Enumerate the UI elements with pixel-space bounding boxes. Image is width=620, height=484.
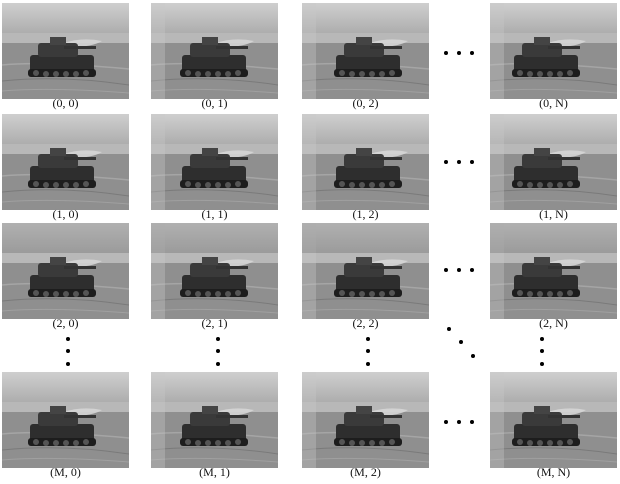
patch-index-label: (1, 1) (201, 207, 228, 221)
image-patch-tile (2, 114, 129, 210)
patch-overlap-band (302, 372, 316, 468)
image-patch-tile (490, 3, 617, 99)
patch-overlap-band (490, 3, 504, 99)
patch-index-label: (0, 2) (352, 96, 379, 110)
vertical-ellipsis-dot (216, 337, 220, 341)
image-patch-tile (151, 3, 278, 99)
patch-index-label: (0, 1) (201, 96, 228, 110)
vertical-ellipsis-dot (366, 362, 370, 366)
vertical-ellipsis-dot (366, 337, 370, 341)
patch-overlap-band (151, 223, 165, 319)
vertical-ellipsis-dot (216, 349, 220, 353)
vertical-ellipsis-dot (366, 349, 370, 353)
image-patch-tile (490, 223, 617, 319)
patch-overlap-band (151, 223, 278, 253)
horizontal-ellipsis-dot (470, 268, 474, 272)
image-patch-tile (2, 3, 129, 99)
vertical-ellipsis-dot (540, 362, 544, 366)
patch-overlap-band (490, 223, 617, 253)
patch-overlap-band (151, 372, 165, 468)
horizontal-ellipsis-dot (470, 160, 474, 164)
horizontal-ellipsis-dot (444, 420, 448, 424)
vertical-ellipsis-dot (66, 362, 70, 366)
patch-overlap-band (302, 223, 316, 319)
diagonal-ellipsis-dot (459, 340, 463, 344)
patch-overlap-band (490, 114, 504, 210)
patch-index-label: (M, 0) (50, 465, 81, 479)
patch-index-label: (M, 2) (350, 465, 381, 479)
horizontal-ellipsis-dot (444, 268, 448, 272)
patch-index-label: (M, 1) (199, 465, 230, 479)
patch-index-label: (1, 0) (52, 207, 79, 221)
patch-overlap-band (302, 114, 316, 210)
patch-index-label: (0, 0) (52, 96, 79, 110)
vertical-ellipsis-dot (540, 349, 544, 353)
patch-overlap-band (302, 3, 316, 99)
patch-index-label: (1, 2) (352, 207, 379, 221)
horizontal-ellipsis-dot (470, 51, 474, 55)
patch-index-label: (M, N) (536, 465, 571, 479)
image-patch-tile (302, 223, 429, 319)
patch-overlap-band (302, 223, 429, 253)
vertical-ellipsis-dot (540, 337, 544, 341)
patch-overlap-band (490, 372, 504, 468)
image-patch-tile (302, 114, 429, 210)
image-patch-tile (490, 372, 617, 468)
vertical-ellipsis-dot (216, 362, 220, 366)
image-patch-tile (490, 114, 617, 210)
image-patch-tile (302, 372, 429, 468)
patch-index-label: (2, 1) (201, 316, 228, 330)
patch-index-label: (2, N) (539, 316, 568, 330)
horizontal-ellipsis-dot (457, 268, 461, 272)
image-patch-tile (151, 223, 278, 319)
horizontal-ellipsis-dot (470, 420, 474, 424)
horizontal-ellipsis-dot (444, 51, 448, 55)
horizontal-ellipsis-dot (457, 51, 461, 55)
patch-index-label: (2, 2) (352, 316, 379, 330)
horizontal-ellipsis-dot (457, 160, 461, 164)
patch-overlap-band (151, 3, 165, 99)
diagonal-ellipsis-dot (471, 354, 475, 358)
patch-index-label: (2, 0) (52, 316, 79, 330)
image-patch-tile (151, 372, 278, 468)
patch-index-label: (1, N) (539, 207, 568, 221)
vertical-ellipsis-dot (66, 349, 70, 353)
vertical-ellipsis-dot (66, 337, 70, 341)
patch-overlap-band (490, 223, 504, 319)
horizontal-ellipsis-dot (444, 160, 448, 164)
horizontal-ellipsis-dot (457, 420, 461, 424)
image-patch-tile (151, 114, 278, 210)
diagonal-ellipsis-dot (447, 327, 451, 331)
patch-index-label: (0, N) (539, 96, 568, 110)
patch-overlap-band (151, 114, 165, 210)
image-patch-tile (2, 223, 129, 319)
image-patch-tile (302, 3, 429, 99)
patch-overlap-band (2, 223, 129, 253)
image-patch-tile (2, 372, 129, 468)
